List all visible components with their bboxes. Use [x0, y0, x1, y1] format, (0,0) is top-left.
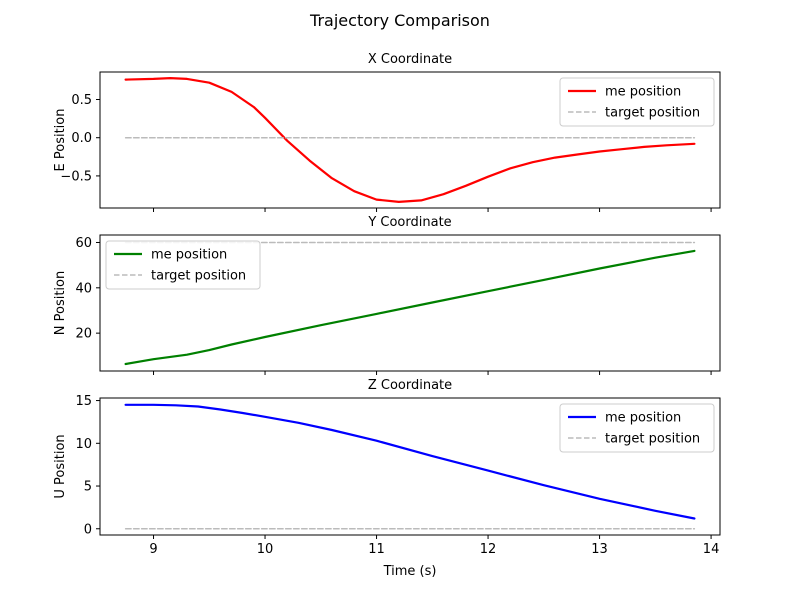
x-tick-label: 9 — [149, 542, 157, 557]
axes-frame — [99, 234, 721, 372]
y-tick-label: 60 — [75, 236, 92, 251]
y-tick-label: 0.5 — [71, 93, 92, 108]
x-tick-label: 11 — [368, 542, 385, 557]
y-tick-label: 0 — [84, 522, 92, 537]
y-axis-label: E Position — [53, 109, 68, 172]
subplot-2: Y Coordinate 20 40 60 N Position me position t… — [53, 215, 721, 375]
y-tick-label: −0.5 — [60, 169, 92, 184]
axes-frame — [99, 397, 721, 536]
legend-frame — [105, 240, 261, 290]
x-tick-label: 12 — [480, 542, 497, 557]
y-axis-label: U Position — [53, 434, 68, 498]
x-axis-label: Time (s) — [383, 564, 437, 579]
figure-title: Trajectory Comparison — [309, 11, 490, 30]
y-tick-label: 40 — [75, 281, 92, 296]
x-tick-label: 10 — [257, 542, 274, 557]
legend-label: target position — [605, 432, 700, 447]
legend-frame — [559, 77, 715, 127]
y-axis-label: N Position — [53, 271, 68, 335]
legend: me position target position — [105, 240, 261, 290]
y-tick-label: 5 — [84, 480, 92, 495]
legend-frame — [559, 403, 715, 453]
series-line-me-position — [124, 403, 696, 520]
x-tick-label: 13 — [591, 542, 608, 557]
legend: me position target position — [559, 77, 715, 127]
x-tick-label: 14 — [703, 542, 720, 557]
y-tick-label: 15 — [75, 394, 92, 409]
legend-label: me position — [605, 411, 681, 426]
y-tick-label: 20 — [75, 327, 92, 342]
legend-label: me position — [605, 85, 681, 100]
series-line-me-position — [124, 249, 696, 366]
legend-label: me position — [151, 248, 227, 263]
legend: me position target position — [559, 403, 715, 453]
y-tick-label: 0.0 — [71, 131, 92, 146]
series-line-me-position — [124, 76, 696, 203]
subplot-title: X Coordinate — [368, 52, 452, 67]
axes-frame — [99, 71, 721, 209]
legend-label: target position — [151, 269, 246, 284]
subplot-title: Z Coordinate — [368, 378, 452, 393]
y-tick-label: 10 — [75, 437, 92, 452]
subplot-3: Z Coordinate 9 10 11 12 13 14 0 5 10 15 U Position m… — [53, 378, 721, 557]
legend-label: target position — [605, 106, 700, 121]
subplot-title: Y Coordinate — [367, 215, 451, 230]
subplot-1: X Coordinate −0.5 0.0 0.5E Position me posit… — [53, 52, 721, 212]
subplots: X Coordinate −0.5 0.0 0.5E Position me posit… — [53, 52, 721, 557]
